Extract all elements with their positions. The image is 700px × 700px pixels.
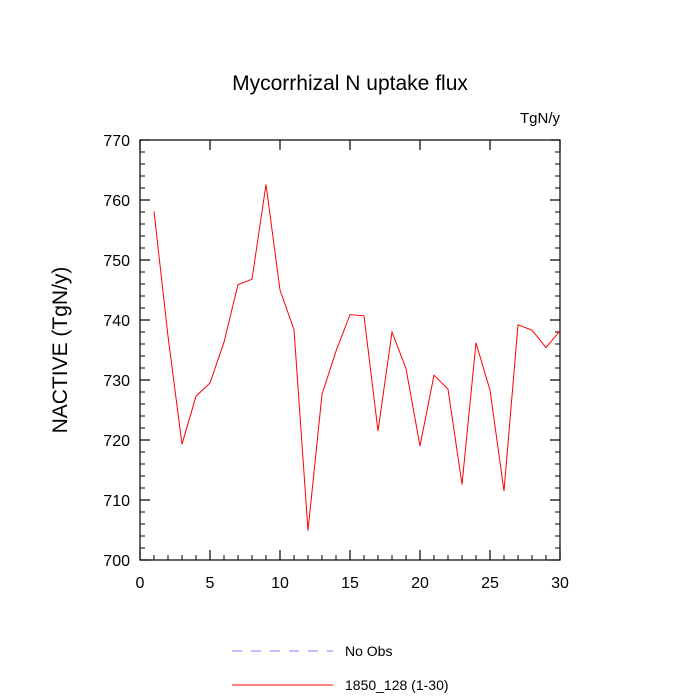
y-tick-label: 750 (103, 253, 130, 270)
series-line (153, 184, 561, 531)
y-tick-label: 740 (103, 313, 130, 330)
y-axis-label: NACTIVE (TgN/y) (49, 267, 72, 434)
plot-frame (139, 139, 561, 561)
y-tick-label: 760 (103, 193, 130, 210)
y-tick-label: 720 (103, 433, 130, 450)
x-tick-label: 30 (551, 575, 569, 592)
x-tick-label: 10 (271, 575, 289, 592)
x-tick-label: 5 (206, 575, 215, 592)
legend-label: 1850_128 (1-30) (345, 677, 449, 693)
axes: 0 5 10 15 20 25 30 700 710 720 730 740 750 760 770 (103, 133, 569, 592)
x-tick-label: 15 (341, 575, 359, 592)
y-tick-label: 710 (103, 493, 130, 510)
x-tick-label: 25 (481, 575, 499, 592)
y-tick-label: 730 (103, 373, 130, 390)
legend: No Obs 1850_128 (1-30) (232, 643, 449, 693)
x-tick-label: 20 (411, 575, 429, 592)
units-label: TgN/y (520, 110, 561, 127)
y-tick-label: 770 (103, 133, 130, 150)
plot-series (153, 184, 561, 531)
y-tick-label: 700 (103, 553, 130, 570)
chart-title: Mycorrhizal N uptake flux (232, 72, 468, 95)
x-tick-label: 0 (136, 575, 145, 592)
legend-label: No Obs (345, 643, 392, 659)
